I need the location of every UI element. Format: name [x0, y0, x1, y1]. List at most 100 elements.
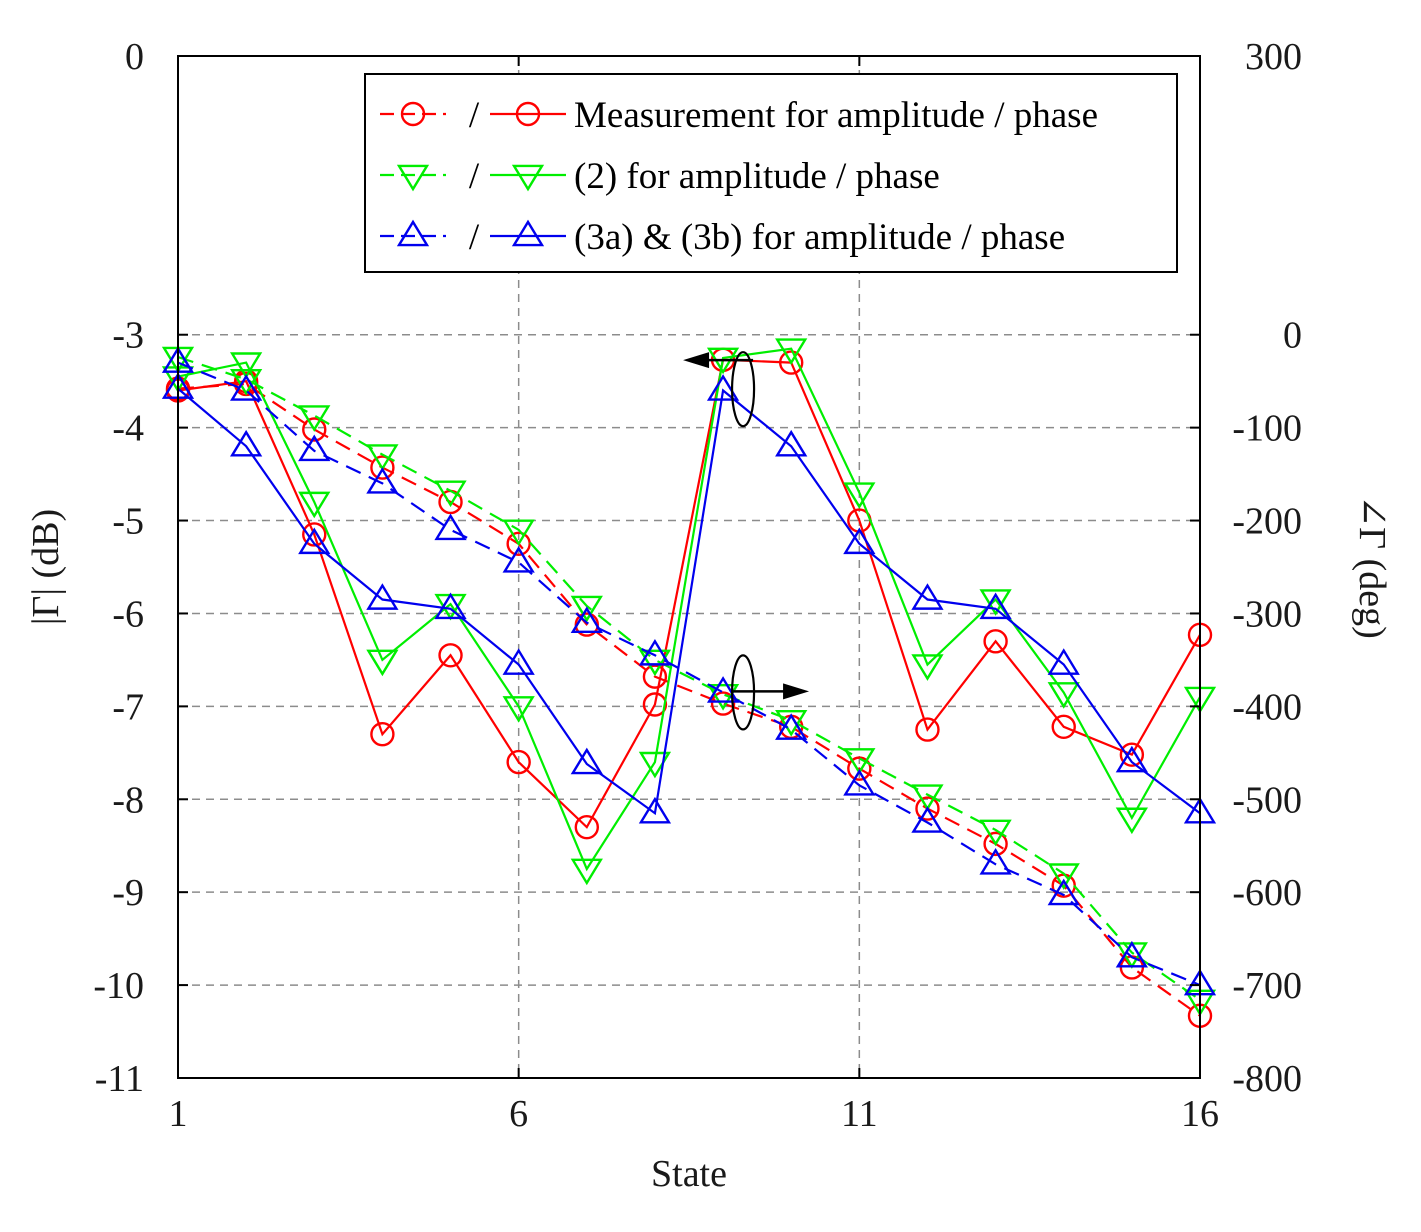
data-point — [574, 814, 599, 840]
data-point — [638, 649, 672, 677]
data-point — [775, 429, 808, 457]
y-right-tick-label: 300 — [1245, 36, 1302, 78]
data-point — [298, 527, 331, 555]
legend-label: Measurement for amplitude / phase — [574, 95, 1098, 136]
y-left-tick-label: -8 — [112, 779, 144, 821]
legend-marker — [515, 101, 541, 127]
data-point — [1115, 940, 1148, 968]
x-tick-label: 11 — [841, 1093, 878, 1135]
legend-entry-0: / Measurement for amplitude / phase — [380, 95, 1098, 136]
data-point — [1047, 682, 1080, 709]
data-point — [570, 606, 603, 634]
data-point — [847, 756, 872, 781]
data-point — [298, 491, 331, 519]
y-right-tick-label: -200 — [1232, 501, 1302, 543]
data-point — [911, 784, 944, 811]
data-point — [638, 796, 672, 824]
y-right-tick-label: -700 — [1232, 965, 1302, 1007]
y-right-tick-label: -500 — [1232, 779, 1302, 821]
data-point — [434, 513, 467, 541]
data-point — [775, 338, 808, 365]
series-1 — [165, 371, 1213, 1028]
data-point — [983, 629, 1008, 654]
data-point — [230, 374, 263, 401]
data-point — [1115, 807, 1148, 835]
legend: / Measurement for amplitude / phase / (2) f… — [364, 73, 1178, 273]
data-point — [502, 696, 535, 723]
data-point — [979, 592, 1012, 620]
data-point — [983, 831, 1008, 857]
ticks: 1 6 11 160-3-4-5-6-7-8-9-10-113000-100-200-… — [93, 36, 1302, 1135]
y-right-tick-label: -800 — [1232, 1058, 1302, 1100]
data-point — [642, 692, 668, 717]
data-point — [302, 522, 327, 547]
data-point — [843, 482, 876, 509]
data-point — [570, 858, 603, 886]
data-point — [843, 527, 876, 555]
data-point — [642, 664, 668, 689]
data-point — [775, 710, 808, 737]
data-point — [366, 467, 399, 494]
plot-frame — [177, 55, 1201, 1079]
y-left-tick-label: -9 — [112, 872, 144, 914]
data-point — [638, 638, 672, 666]
y-left-tick-label: -10 — [93, 965, 144, 1007]
legend-box — [364, 73, 1178, 273]
data-point — [779, 350, 804, 375]
axis-indicator-left — [683, 351, 756, 428]
y-left-tick-label: -3 — [112, 315, 144, 357]
data-point — [230, 369, 263, 396]
y-axis-title-left: |Γ| (dB) — [25, 509, 67, 625]
y-left-tick-label: -7 — [112, 686, 144, 728]
data-point — [302, 417, 327, 442]
y-right-tick-label: -300 — [1232, 593, 1302, 635]
data-point — [502, 648, 535, 675]
series-line-3 — [177, 355, 1201, 1001]
data-point — [570, 747, 603, 775]
data-point — [438, 643, 463, 668]
legend-marker — [396, 164, 430, 192]
series-4 — [161, 372, 1217, 824]
series-layer — [161, 338, 1217, 1028]
data-point — [370, 455, 395, 480]
series-line-4 — [177, 387, 1201, 816]
legend-marker — [400, 101, 426, 127]
data-point — [502, 546, 535, 573]
data-point — [1115, 745, 1148, 773]
y-left-tick-label: -6 — [112, 593, 144, 635]
indicator-arrow-head — [783, 683, 810, 700]
data-point — [298, 434, 331, 462]
data-point — [434, 480, 467, 508]
data-point — [370, 722, 395, 747]
data-point — [434, 592, 467, 620]
data-point — [843, 769, 876, 796]
data-point — [1047, 863, 1080, 890]
series-line-1 — [177, 382, 1201, 1017]
data-point — [915, 796, 940, 821]
grid — [178, 56, 1200, 1078]
indicator-ellipse — [730, 351, 756, 428]
y-left-tick-label: -5 — [112, 501, 144, 543]
series-line-5 — [177, 361, 1201, 987]
data-point — [1047, 878, 1080, 906]
data-point — [706, 676, 740, 703]
legend-marker — [396, 219, 430, 247]
series-line-2 — [177, 347, 1201, 872]
legend-separator: / — [469, 217, 480, 258]
data-point — [298, 405, 331, 432]
data-point — [911, 654, 944, 681]
data-point — [1119, 742, 1145, 767]
legend-marker — [511, 219, 545, 247]
legend-entry-1: / (2) for amplitude / phase — [380, 156, 940, 197]
data-point — [915, 717, 940, 742]
data-point — [979, 847, 1012, 875]
y-left-tick-label: -11 — [95, 1058, 144, 1100]
legend-marker — [511, 164, 545, 192]
data-point — [570, 595, 603, 623]
data-point — [843, 748, 876, 775]
indicator-arrow-head — [683, 352, 710, 369]
x-axis-title: State — [651, 1153, 727, 1195]
data-point — [366, 444, 399, 471]
x-tick-label: 16 — [1181, 1093, 1219, 1135]
axis-indicator-right — [730, 654, 810, 731]
